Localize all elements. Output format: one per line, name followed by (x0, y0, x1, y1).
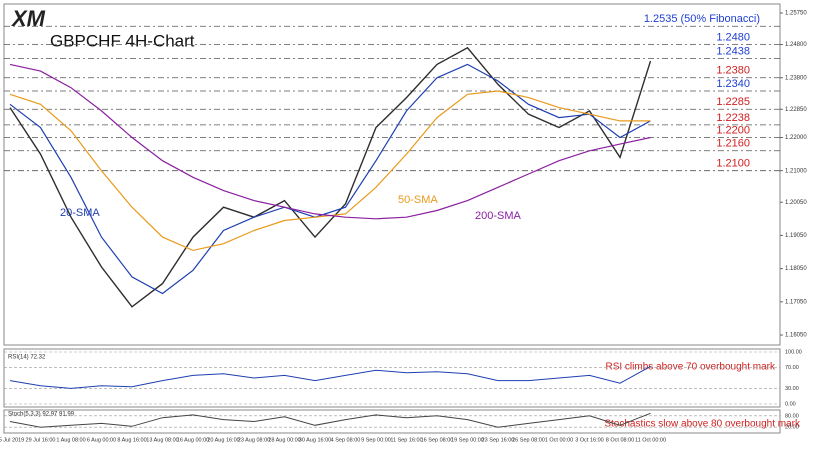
y-tick-label: 1.21000 (785, 168, 807, 174)
level-label: 1.2200 (716, 124, 750, 136)
stoch-annotation: Stochastics slow above 80 overbought mar… (604, 419, 801, 430)
y-tick-label: 20.00 (785, 425, 799, 431)
y-tick-label: 1.25750 (785, 11, 807, 17)
x-tick-label: 23 Sep 16:00 (482, 437, 515, 443)
logo-box (8, 7, 64, 31)
y-tick-label: 80.00 (785, 413, 799, 419)
level-label: 1.2285 (716, 96, 750, 108)
level-label: 1.2100 (716, 158, 750, 170)
y-tick-label: 1.22000 (785, 135, 807, 141)
y-tick-label: 1.19050 (785, 233, 807, 239)
y-tick-label: 1.16050 (785, 333, 807, 339)
x-tick-label: 29 Jul 16:00 (26, 437, 56, 443)
x-tick-label: 25 Jul 2019 (0, 437, 24, 443)
y-tick-label: 0.00 (785, 401, 796, 407)
y-tick-label: 30.00 (785, 386, 799, 392)
y-tick-label: 1.23800 (785, 75, 807, 81)
y-tick-label: 1.24800 (785, 42, 807, 48)
level-label: 1.2535 (50% Fibonacci) (644, 13, 760, 25)
x-tick-label: 16 Sep 08:00 (421, 437, 454, 443)
sma-line (9, 63, 651, 220)
stoch-label: Stoch(5,3,3) 92.97 91.99 (8, 412, 75, 418)
x-tick-label: 3 Oct 16:00 (575, 437, 603, 443)
x-tick-label: 11 Oct 00:00 (635, 437, 666, 443)
x-tick-label: 6 Aug 00:00 (87, 437, 116, 443)
level-label: 1.2380 (716, 65, 750, 77)
level-label: 1.2160 (716, 138, 750, 150)
level-label: 1.2238 (716, 112, 750, 124)
series-label: 50-SMA (398, 194, 438, 206)
y-tick-label: 1.22850 (785, 107, 807, 113)
level-label: 1.2438 (716, 45, 750, 57)
x-tick-label: 8 Aug 16:00 (117, 437, 146, 443)
rsi-label: RSI(14) 72.32 (8, 355, 46, 361)
x-tick-label: 9 Sep 00:00 (361, 437, 391, 443)
y-tick-label: 100.00 (785, 349, 802, 355)
x-tick-label: 19 Sep 00:00 (451, 437, 484, 443)
x-tick-label: 1 Oct 00:00 (545, 437, 573, 443)
stochastic-line (9, 412, 651, 428)
x-tick-label: 4 Sep 08:00 (331, 437, 361, 443)
x-tick-label: 28 Aug 00:00 (268, 437, 300, 443)
price-line (9, 46, 652, 308)
rsi-annotation: RSI climbs above 70 overbought mark (605, 362, 776, 373)
x-tick-label: 8 Oct 08:00 (606, 437, 634, 443)
logo: XM (10, 6, 46, 31)
y-tick-label: 1.18050 (785, 266, 807, 272)
y-tick-label: 1.17050 (785, 299, 807, 305)
y-tick-label: 1.20050 (785, 200, 807, 206)
x-tick-label: 30 Aug 16:00 (299, 437, 331, 443)
series-label: 20-SMA (60, 207, 100, 219)
x-tick-label: 23 Aug 08:00 (238, 437, 270, 443)
x-tick-label: 11 Sep 16:00 (390, 437, 422, 443)
x-tick-label: 16 Aug 00:00 (177, 437, 209, 443)
sma-line (9, 63, 651, 295)
y-tick-label: 70.00 (785, 365, 799, 371)
rsi-line (9, 365, 651, 389)
x-tick-label: 13 Aug 08:00 (146, 437, 178, 443)
chart-title: GBPCHF 4H-Chart (50, 31, 195, 50)
x-tick-label: 1 Aug 08:00 (56, 437, 85, 443)
level-label: 1.2340 (716, 78, 750, 90)
x-tick-label: 26 Sep 08:00 (512, 437, 545, 443)
series-label: 200-SMA (475, 210, 522, 222)
x-tick-label: 20 Aug 16:00 (207, 437, 239, 443)
price-panel (3, 3, 781, 346)
rsi-panel (3, 348, 781, 408)
level-label: 1.2480 (716, 31, 750, 43)
